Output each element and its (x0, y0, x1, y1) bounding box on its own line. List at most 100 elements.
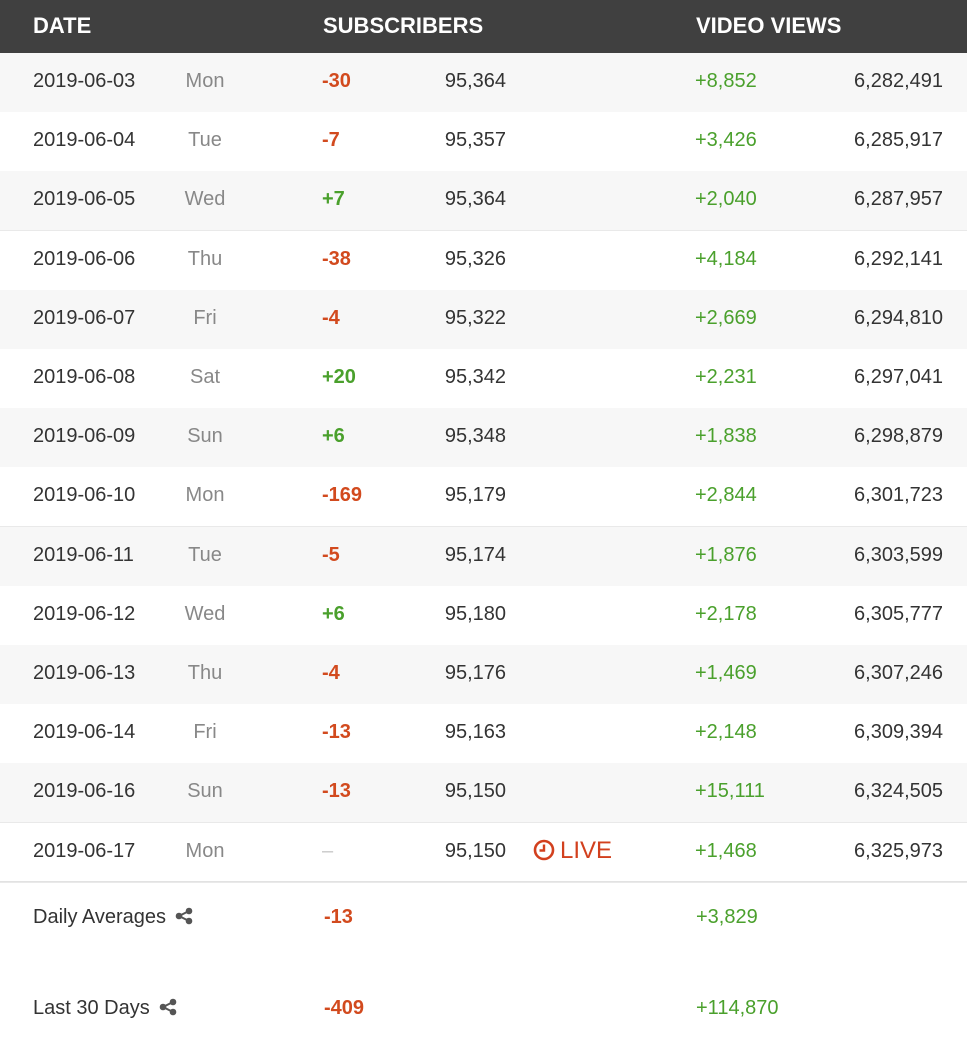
table-row: 2019-06-12 Wed +6 95,180 +2,178 6,305,777 (0, 585, 967, 646)
table-row: 2019-06-08 Sat +20 95,342 +2,231 6,297,041 (0, 349, 967, 409)
video-views-column-header: VIDEO VIEWS (696, 13, 842, 38)
row-subscriber-total: 95,174 (444, 543, 506, 566)
row-subscriber-total: 95,364 (444, 70, 506, 92)
row-view-change: +15,111 (695, 780, 765, 803)
clock-icon (533, 839, 555, 868)
row-view-change: +1,838 (695, 425, 757, 448)
row-weekday: Mon (185, 839, 225, 862)
row-view-change: +2,148 (695, 721, 757, 744)
row-weekday: Tue (188, 129, 222, 152)
table-row: 2019-06-14 Fri -13 95,163 +2,148 6,309,394 (0, 704, 967, 765)
table-row: 2019-06-13 Thu -4 95,176 +1,469 6,307,246 (0, 645, 967, 705)
last-30-days-subscribers: -409 (324, 997, 365, 1019)
row-view-total: 6,325,973 (854, 839, 943, 862)
row-weekday: Wed (184, 188, 226, 211)
row-view-total: 6,282,491 (854, 70, 943, 92)
table-header: DATE SUBSCRIBERS VIDEO VIEWS (0, 0, 967, 53)
row-view-change: +4,184 (695, 247, 757, 270)
row-view-change: +1,468 (695, 839, 757, 862)
row-view-total: 6,298,879 (854, 425, 943, 448)
daily-averages-views: +3,829 (696, 906, 758, 928)
table-row: 2019-06-05 Wed +7 95,364 +2,040 6,287,957 (0, 171, 967, 232)
row-subscriber-total: 95,348 (444, 425, 506, 448)
row-view-total: 6,287,957 (854, 188, 943, 211)
table-row: 2019-06-17 Mon – 95,150 +1,468 6,325,973 LIVE (0, 822, 967, 883)
subscribers-column-header: SUBSCRIBERS (323, 13, 484, 38)
row-view-change: +8,852 (695, 70, 757, 92)
daily-averages-label: Daily Averages (33, 906, 194, 931)
table-row: 2019-06-07 Fri -4 95,322 +2,669 6,294,810 (0, 289, 967, 350)
row-weekday: Thu (187, 662, 223, 684)
row-view-change: +2,231 (695, 366, 757, 388)
row-view-total: 6,307,246 (854, 662, 943, 684)
row-subscriber-change: +6 (322, 425, 345, 448)
row-weekday: Tue (188, 543, 222, 566)
row-date: 2019-06-08 (33, 366, 136, 388)
row-view-total: 6,303,599 (854, 543, 943, 566)
row-subscriber-change: +7 (322, 188, 345, 211)
live-indicator[interactable]: LIVE (533, 837, 612, 868)
row-weekday: Sun (187, 425, 223, 448)
row-view-change: +1,469 (695, 662, 757, 684)
row-subscriber-total: 95,163 (444, 721, 506, 744)
row-view-change: +1,876 (695, 543, 757, 566)
row-subscriber-change: -13 (322, 721, 351, 744)
row-weekday: Mon (185, 70, 225, 92)
row-weekday: Wed (184, 602, 226, 625)
row-subscriber-total: 95,179 (444, 484, 506, 507)
daily-averages-subscribers: -13 (324, 906, 353, 928)
row-subscriber-change: -13 (322, 780, 351, 803)
last-30-days-label: Last 30 Days (33, 997, 178, 1022)
table-row: 2019-06-16 Sun -13 95,150 +15,111 6,324,505 (0, 763, 967, 824)
row-view-change: +3,426 (695, 129, 757, 152)
row-view-total: 6,285,917 (854, 129, 943, 152)
row-view-total: 6,292,141 (854, 247, 943, 270)
row-subscriber-change: -5 (322, 543, 340, 566)
row-subscriber-change: +6 (322, 602, 345, 625)
row-subscriber-change: -7 (322, 129, 340, 152)
row-view-total: 6,305,777 (854, 602, 943, 625)
row-subscriber-total: 95,180 (444, 602, 506, 625)
share-icon[interactable] (174, 907, 194, 931)
row-date: 2019-06-06 (33, 247, 136, 270)
row-date: 2019-06-12 (33, 602, 136, 625)
row-date: 2019-06-16 (33, 780, 136, 803)
row-date: 2019-06-13 (33, 662, 136, 684)
row-subscriber-total: 95,322 (444, 306, 506, 329)
daily-averages-row: Daily Averages -13 +3,829 (0, 888, 967, 948)
share-icon[interactable] (158, 998, 178, 1022)
row-subscriber-total: 95,150 (444, 780, 506, 803)
row-view-total: 6,324,505 (854, 780, 943, 803)
row-subscriber-total: 95,357 (444, 129, 506, 152)
row-view-total: 6,294,810 (854, 306, 943, 329)
row-date: 2019-06-05 (33, 188, 136, 211)
row-view-total: 6,301,723 (854, 484, 943, 507)
table-row: 2019-06-06 Thu -38 95,326 +4,184 6,292,141 (0, 230, 967, 291)
table-row: 2019-06-11 Tue -5 95,174 +1,876 6,303,599 (0, 526, 967, 587)
row-view-total: 6,309,394 (854, 721, 943, 744)
row-date: 2019-06-04 (33, 129, 136, 152)
row-weekday: Fri (193, 306, 217, 329)
summary-divider (0, 881, 967, 882)
row-date: 2019-06-17 (33, 839, 136, 862)
row-weekday: Sat (189, 366, 221, 388)
row-date: 2019-06-11 (33, 543, 134, 566)
row-view-total: 6,297,041 (854, 366, 943, 388)
row-subscriber-change: -38 (322, 247, 351, 270)
row-subscriber-change: -4 (322, 662, 340, 684)
row-date: 2019-06-07 (33, 306, 136, 329)
row-view-change: +2,844 (695, 484, 757, 507)
row-subscriber-change: -30 (322, 70, 351, 92)
live-label: LIVE (560, 836, 613, 864)
table-row: 2019-06-03 Mon -30 95,364 +8,852 6,282,491 (0, 53, 967, 113)
row-weekday: Sun (187, 780, 223, 803)
row-view-change: +2,178 (695, 602, 757, 625)
row-subscriber-total: 95,150 (444, 839, 506, 862)
table-row: 2019-06-10 Mon -169 95,179 +2,844 6,301,723 (0, 467, 967, 528)
row-weekday: Thu (187, 247, 223, 270)
table-row: 2019-06-09 Sun +6 95,348 +1,838 6,298,879 (0, 408, 967, 469)
row-subscriber-change: – (322, 839, 334, 862)
row-weekday: Mon (185, 484, 225, 507)
row-subscriber-total: 95,176 (444, 662, 506, 684)
row-date: 2019-06-09 (33, 425, 136, 448)
